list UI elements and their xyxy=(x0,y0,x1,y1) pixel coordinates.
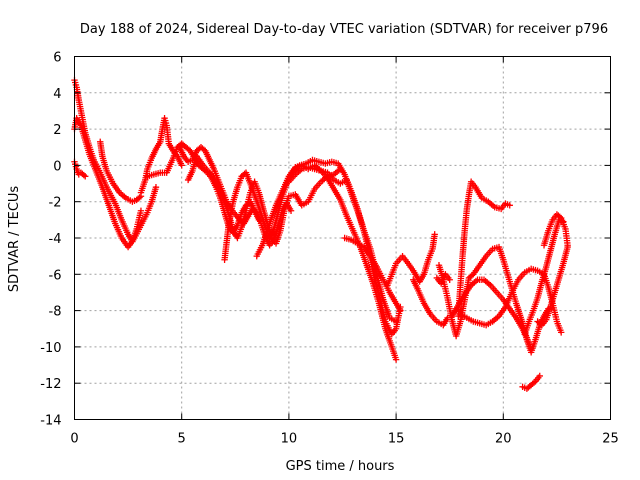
x-tick-label: 10 xyxy=(281,432,298,447)
y-tick-label: -10 xyxy=(40,341,61,356)
y-tick-label: 0 xyxy=(53,159,61,174)
series-track-11 xyxy=(285,164,404,338)
y-tick-label: -2 xyxy=(49,196,62,211)
chart-title: Day 188 of 2024, Sidereal Day-to-day VTE… xyxy=(80,22,608,37)
x-tick-label: 20 xyxy=(495,432,512,447)
series-track-16 xyxy=(433,271,453,287)
x-axis: 0 5 10 15 20 25 xyxy=(70,56,619,447)
series-track-23 xyxy=(534,243,571,329)
x-tick-label: 0 xyxy=(70,432,78,447)
track-marker xyxy=(530,379,538,386)
series-track-5 xyxy=(137,115,185,196)
y-tick-label: -6 xyxy=(49,268,62,283)
track-marker xyxy=(136,194,143,201)
y-tick-label: -4 xyxy=(49,232,62,247)
track-marker xyxy=(556,213,563,221)
series-track-3 xyxy=(71,158,89,180)
data-point-marker xyxy=(564,243,571,251)
data-point-marker xyxy=(397,307,404,314)
y-tick-label: 4 xyxy=(53,87,61,102)
series-track-10 xyxy=(253,162,400,363)
y-tick-label: 2 xyxy=(53,123,61,138)
data-point-marker xyxy=(557,329,565,336)
data-point-marker xyxy=(446,276,453,283)
series-track-1 xyxy=(71,76,145,245)
data-series xyxy=(71,76,571,392)
data-point-marker xyxy=(527,345,535,352)
series-track-13 xyxy=(384,231,438,289)
series-track-21 xyxy=(521,216,567,338)
data-point-marker xyxy=(178,162,185,169)
series-track-14 xyxy=(410,276,451,329)
series-track-17 xyxy=(448,276,535,352)
x-axis-label: GPS time / hours xyxy=(286,459,395,474)
x-tick-label: 25 xyxy=(602,432,619,447)
data-point-marker xyxy=(431,231,438,238)
y-tick-label: -14 xyxy=(40,414,61,429)
x-tick-label: 5 xyxy=(178,432,186,447)
data-point-marker xyxy=(506,202,513,209)
data-point-marker xyxy=(137,207,145,214)
series-track-18 xyxy=(455,178,513,320)
series-track-19 xyxy=(457,265,565,336)
series-track-12 xyxy=(341,234,404,314)
y-axis: -14 -12 -10 -8 -6 -4 -2 0 2 4 6 xyxy=(40,51,611,429)
series-track-4 xyxy=(97,138,145,205)
data-point-marker xyxy=(287,207,295,214)
data-point-marker xyxy=(82,173,89,180)
series-track-2 xyxy=(71,115,160,251)
series-track-9 xyxy=(221,156,400,325)
track-marker xyxy=(80,171,87,179)
data-point-marker xyxy=(152,183,160,191)
y-tick-label: -12 xyxy=(40,377,61,392)
x-tick-label: 15 xyxy=(388,432,405,447)
series-track-22 xyxy=(540,211,571,249)
y-axis-label: SDTVAR / TECUs xyxy=(7,186,22,293)
series-track-20 xyxy=(519,372,543,392)
data-point-marker xyxy=(536,372,543,380)
data-point-marker xyxy=(392,356,400,363)
y-tick-label: -8 xyxy=(49,305,62,320)
y-tick-label: 6 xyxy=(53,51,61,66)
